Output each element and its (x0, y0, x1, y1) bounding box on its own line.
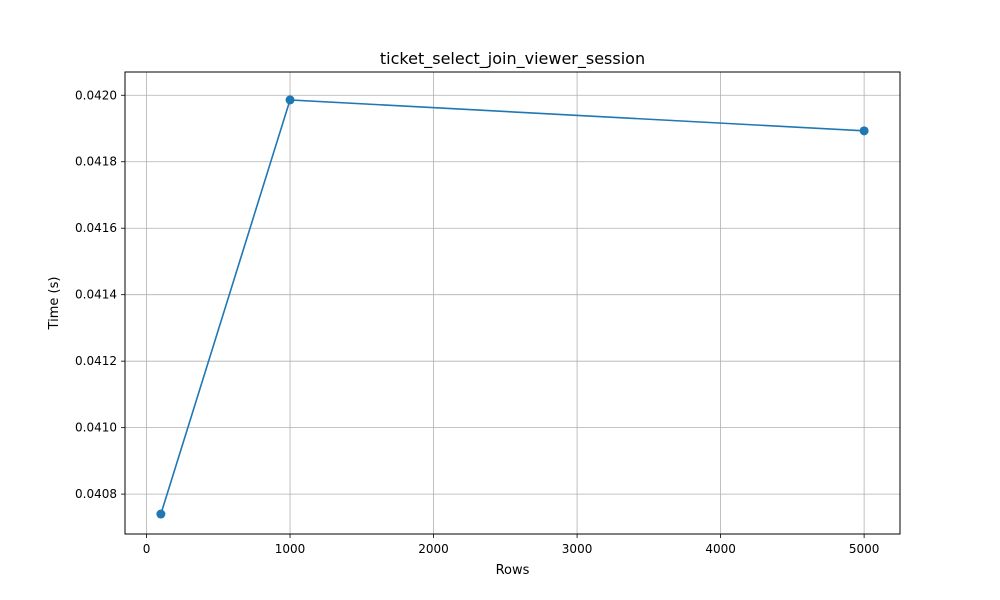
data-point (859, 126, 869, 136)
y-tick-label: 0.0412 (75, 354, 117, 368)
x-tick-label: 0 (143, 542, 151, 556)
grid (125, 72, 900, 534)
data-point (285, 95, 295, 105)
y-tick-label: 0.0420 (75, 88, 117, 102)
x-axis: 0 1000 2000 3000 4000 5000 (143, 534, 880, 556)
y-axis-label: Time (s) (47, 277, 62, 331)
x-tick-label: 2000 (418, 542, 449, 556)
x-tick-label: 3000 (562, 542, 593, 556)
x-axis-label: Rows (496, 563, 530, 578)
x-tick-label: 1000 (275, 542, 306, 556)
y-tick-label: 0.0414 (75, 288, 117, 302)
y-tick-label: 0.0416 (75, 221, 117, 235)
y-tick-label: 0.0410 (75, 421, 117, 435)
y-tick-label: 0.0418 (75, 155, 117, 169)
x-tick-label: 4000 (705, 542, 736, 556)
chart-title: ticket_select_join_viewer_session (380, 49, 645, 69)
plot-area-frame (124, 71, 901, 535)
series-layer (156, 95, 869, 519)
x-tick-label: 5000 (849, 542, 880, 556)
y-axis: 0.0408 0.0410 0.0412 0.0414 0.0416 0.0418 0.04… (75, 88, 125, 501)
data-point (156, 509, 166, 519)
y-tick-label: 0.0408 (75, 487, 117, 501)
